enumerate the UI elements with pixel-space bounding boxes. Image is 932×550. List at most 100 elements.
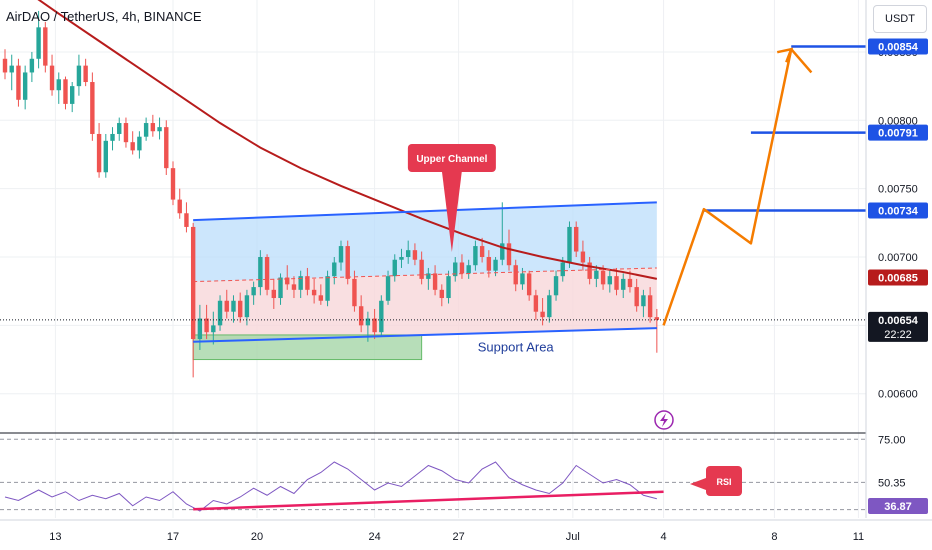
candle-body (358, 306, 364, 326)
candle-body (634, 287, 639, 307)
candle-body (258, 257, 263, 288)
candle-body (9, 65, 14, 73)
candle (2, 49, 8, 80)
candle-body (285, 277, 290, 285)
price-label: 0.00734 (878, 206, 919, 218)
candle-body (177, 199, 182, 214)
candle-body (238, 300, 243, 318)
candle (607, 270, 612, 293)
candle (453, 257, 458, 282)
candle-body (594, 270, 599, 279)
candle-body (231, 300, 236, 312)
candle-body (103, 140, 108, 173)
candle-body (466, 265, 471, 274)
candle-body (372, 318, 377, 333)
projection-arrowhead (776, 47, 794, 63)
candle-body (325, 276, 330, 301)
candle (83, 58, 88, 87)
candle (49, 54, 55, 96)
candle (634, 278, 639, 312)
candle (43, 21, 48, 73)
price-tick-label: 0.00700 (878, 252, 918, 264)
candle-body (278, 277, 283, 299)
candle (594, 265, 599, 288)
candle (305, 267, 310, 296)
candle (211, 311, 216, 345)
time-tick-label: 4 (660, 531, 666, 543)
candle-body (291, 284, 297, 290)
candle (479, 237, 485, 263)
candle-body (16, 65, 21, 100)
candle-body (580, 251, 586, 263)
candle-body (305, 276, 310, 290)
rsi-tick-label: 75.00 (878, 434, 906, 446)
candle-body (439, 289, 444, 299)
candle-body (143, 123, 149, 137)
candle (96, 123, 102, 178)
candle (9, 54, 14, 91)
candle (466, 259, 471, 279)
candle-body (412, 250, 418, 260)
upper-channel-callout-pointer (441, 171, 462, 252)
price-tick-label: 0.00600 (878, 389, 918, 401)
candle-body (56, 79, 61, 91)
time-tick-label: 13 (49, 531, 61, 543)
rsi-line (4, 461, 657, 512)
candle (318, 284, 324, 305)
candle-body (473, 246, 478, 266)
candle (177, 188, 182, 219)
candle-body (406, 250, 411, 258)
candle (22, 65, 28, 110)
candle-body (540, 311, 545, 318)
candle-body (453, 262, 458, 277)
candle (291, 276, 297, 299)
time-tick-label: 11 (853, 531, 864, 543)
candle (406, 240, 411, 264)
candle-body (137, 136, 142, 151)
candle (29, 51, 35, 83)
candle-body (318, 295, 324, 301)
candle-body (224, 300, 229, 312)
candle-body (567, 226, 572, 263)
candle-body (500, 243, 505, 260)
candle-body (117, 123, 122, 134)
candle (204, 304, 209, 340)
candle (258, 250, 263, 296)
candle (392, 254, 397, 282)
candle-body (493, 259, 498, 271)
candle-body (130, 142, 135, 151)
lightning-icon (654, 410, 674, 430)
candle (540, 298, 545, 326)
price-label: 0.00654 (878, 315, 919, 327)
price-label: 0.00854 (878, 41, 919, 53)
candle (439, 284, 444, 307)
candle (184, 202, 189, 233)
candle-body (419, 259, 424, 279)
rsi-callout-label: RSI (716, 477, 731, 487)
candle (446, 270, 451, 304)
candle-body (70, 86, 75, 104)
candle-body (332, 262, 337, 277)
candle (358, 295, 364, 333)
candle (641, 289, 646, 318)
candle-body (459, 262, 465, 274)
candle (36, 10, 41, 69)
rsi-callout-box (706, 466, 742, 496)
candle-body (486, 257, 492, 271)
candle (399, 248, 404, 268)
price-tick-label: 0.00800 (878, 115, 918, 127)
price-label-box (868, 124, 928, 141)
candle-body (520, 273, 525, 285)
candle (238, 292, 243, 323)
price-label: 0.00791 (878, 128, 918, 140)
currency-unit-button[interactable]: USDT (873, 5, 927, 33)
candle (16, 58, 21, 107)
candle (526, 270, 532, 301)
price-label: 0.00685 (878, 273, 918, 285)
candle-body (426, 273, 431, 279)
candle-body (244, 295, 250, 318)
candle (311, 278, 317, 304)
candle-body (264, 257, 270, 290)
candle-body (587, 262, 592, 279)
